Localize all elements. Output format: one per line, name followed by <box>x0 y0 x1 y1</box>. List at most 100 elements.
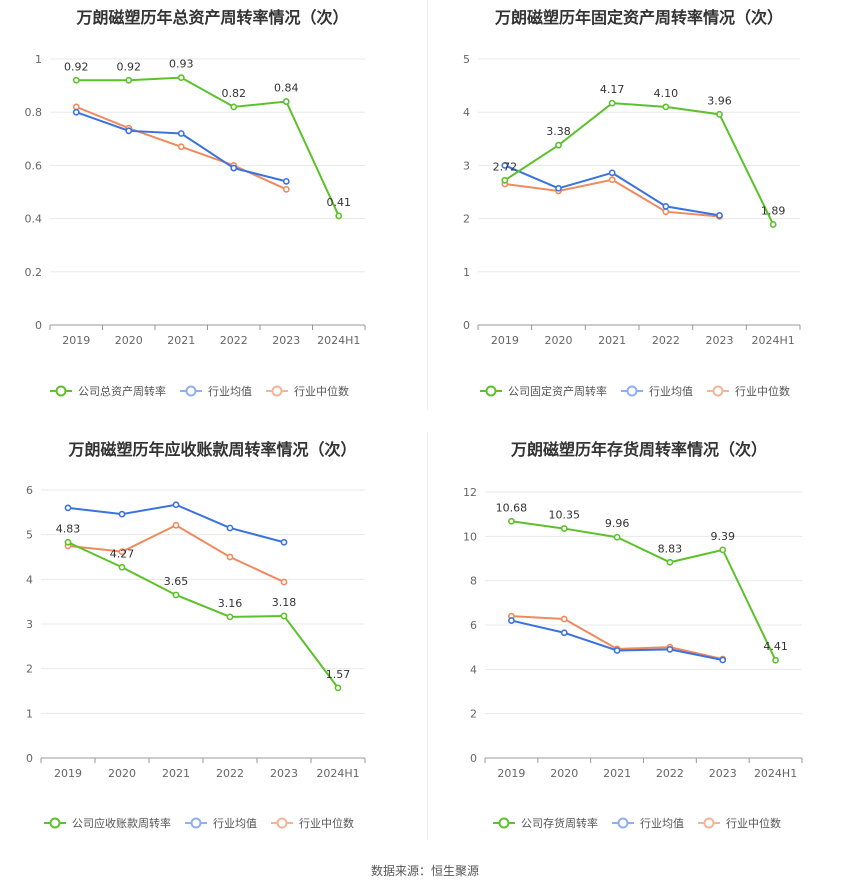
series-line-avg <box>511 619 723 662</box>
data-label: 0.92 <box>64 60 89 73</box>
data-label: 3.65 <box>164 575 189 588</box>
legend-label: 行业均值 <box>649 385 693 398</box>
x-tick-label: 2023 <box>272 334 300 347</box>
y-tick-label: 0 <box>470 752 477 765</box>
chart-svg: 0 1 2 3 4 5 6 2019 2020 2021 2022 2023 2024H1 4.83 4.2… <box>26 484 366 830</box>
data-point-avg <box>716 212 723 219</box>
x-tick-label: 2021 <box>162 767 190 780</box>
x-tick-label: 2019 <box>491 334 519 347</box>
data-point-avg <box>666 645 674 653</box>
data-point-avg <box>560 629 568 637</box>
data-point-median <box>608 176 616 184</box>
x-tick-label: 2020 <box>115 334 143 347</box>
x-tick-label: 2022 <box>656 767 684 780</box>
data-label: 0.92 <box>117 60 142 73</box>
data-point-company <box>508 517 515 525</box>
data-point-median <box>280 578 288 586</box>
data-point-company <box>716 110 723 118</box>
x-tick-label: 2024H1 <box>316 767 359 780</box>
data-point-avg <box>608 169 616 177</box>
x-tick-label: 2023 <box>709 767 737 780</box>
series-line-company <box>504 102 775 225</box>
data-label: 0.82 <box>222 87 247 100</box>
data-point-company <box>772 656 779 664</box>
panel-divider <box>427 0 428 410</box>
y-tick-label: 1 <box>463 266 470 279</box>
data-point-company <box>613 533 621 541</box>
x-tick-label: 2024H1 <box>754 767 797 780</box>
x-tick-label: 2020 <box>108 767 136 780</box>
data-label: 1.89 <box>761 204 786 217</box>
chart-title: 万朗磁塑历年总资产周转率情况（次） <box>76 8 349 27</box>
data-point-avg <box>226 524 234 532</box>
y-tick-label: 0.6 <box>25 159 43 172</box>
legend-label: 行业均值 <box>640 817 684 830</box>
legend-swatch-marker <box>703 817 715 829</box>
y-tick-label: 4 <box>26 573 33 586</box>
y-tick-label: 4 <box>470 663 477 676</box>
legend-label: 公司存货周转率 <box>521 816 598 830</box>
panel-divider <box>427 432 428 840</box>
legend-swatch-marker <box>485 385 497 397</box>
data-point-avg <box>719 656 727 664</box>
y-tick-label: 6 <box>26 484 33 497</box>
chart-svg: 0 1 2 3 4 5 2019 2020 2021 2022 2023 2024H1 2.72 3.38… <box>463 53 801 398</box>
data-point-avg <box>501 161 509 169</box>
data-point-median <box>72 103 80 111</box>
data-point-median <box>560 615 568 623</box>
data-label: 0.84 <box>274 82 299 95</box>
data-point-avg <box>118 510 126 518</box>
legend-swatch-marker <box>617 817 629 829</box>
data-point-company <box>230 103 238 111</box>
data-point-company <box>125 76 133 84</box>
data-label: 9.39 <box>711 530 736 543</box>
data-point-median <box>177 143 185 151</box>
data-point-company <box>72 76 80 84</box>
x-tick-label: 2019 <box>54 767 82 780</box>
data-point-company <box>501 176 509 184</box>
data-label: 4.41 <box>763 640 788 653</box>
legend-label: 行业中位数 <box>735 384 790 398</box>
legend-swatch-marker <box>55 385 67 397</box>
data-point-company <box>226 613 234 621</box>
legend-label: 行业均值 <box>213 817 257 830</box>
y-tick-label: 5 <box>26 529 33 542</box>
data-label: 3.16 <box>218 597 243 610</box>
data-point-avg <box>555 184 562 192</box>
data-label: 4.27 <box>110 547 135 560</box>
y-tick-label: 8 <box>470 575 477 588</box>
data-point-avg <box>125 127 133 135</box>
data-point-company <box>64 538 72 546</box>
legend-swatch-marker <box>626 385 638 397</box>
legend-label: 公司应收账款周转率 <box>72 816 171 830</box>
legend-swatch-marker <box>190 817 202 829</box>
legend-label: 行业中位数 <box>726 816 781 830</box>
data-label: 4.83 <box>56 522 81 535</box>
data-point-avg <box>508 617 515 624</box>
y-tick-label: 1 <box>35 53 42 66</box>
chart-receivables-turnover: 万朗磁塑历年应收账款周转率情况（次） 0 1 2 3 4 5 6 2019 2020 2021 20… <box>0 432 425 842</box>
x-tick-label: 2022 <box>216 767 244 780</box>
data-point-median <box>226 553 234 561</box>
legend-swatch-marker <box>276 817 288 829</box>
legend-swatch-marker <box>271 385 283 397</box>
data-label: 10.35 <box>549 509 581 522</box>
x-tick-label: 2021 <box>603 767 631 780</box>
data-label: 4.17 <box>600 83 625 96</box>
y-tick-label: 3 <box>463 159 470 172</box>
data-point-company <box>662 103 670 111</box>
data-point-company <box>769 221 777 228</box>
y-tick-label: 2 <box>463 213 470 226</box>
y-tick-label: 0.4 <box>25 213 43 226</box>
data-point-avg <box>172 501 180 509</box>
data-point-avg <box>230 164 238 172</box>
data-source: 数据来源：恒生聚源 <box>370 864 479 878</box>
data-point-avg <box>662 202 670 210</box>
legend-swatch-marker <box>498 817 510 829</box>
y-tick-label: 4 <box>463 106 470 119</box>
data-label: 2.72 <box>493 160 517 173</box>
x-tick-label: 2020 <box>550 767 578 780</box>
series-line-company <box>511 520 777 661</box>
data-point-company <box>172 591 180 599</box>
chart-title: 万朗磁塑历年固定资产周转率情况（次） <box>494 8 783 27</box>
